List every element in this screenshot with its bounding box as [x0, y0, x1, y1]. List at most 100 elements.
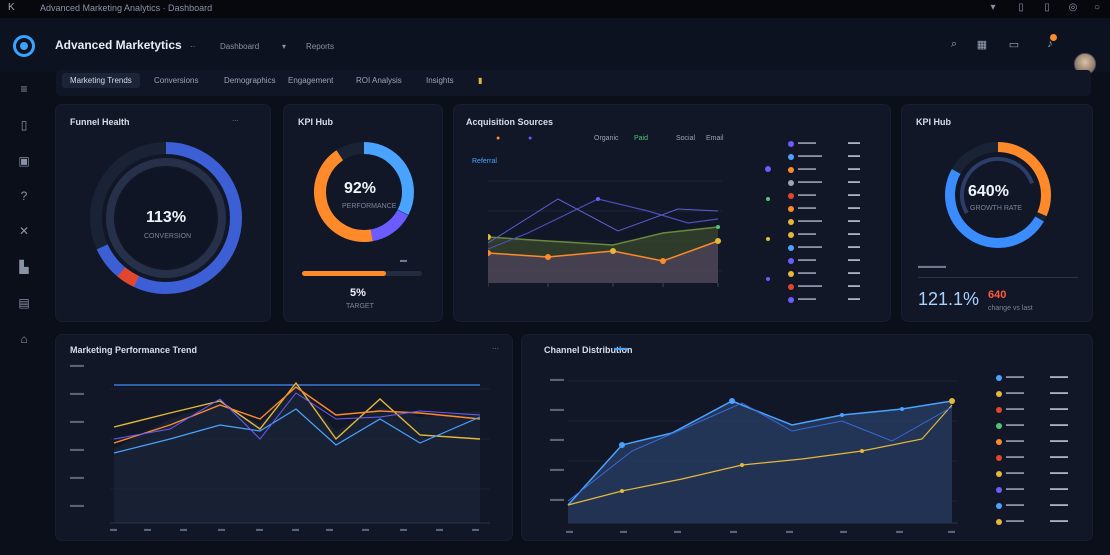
table-row[interactable]: ▬▬▬ ▬▬: [786, 230, 882, 241]
trend-title: Marketing Performance Trend: [70, 345, 198, 355]
trend-line-chart: ▬▬▬▬▬▬ ▬▬▬▬▬▬ ▬ ▬ ▬ ▬ ▬ ▬ ▬ ▬ ▬ ▬ ▬: [70, 362, 490, 533]
funnel-caption: CONVERSION: [144, 233, 192, 240]
window-title: Advanced Marketing Analytics · Dashboard: [40, 3, 213, 13]
table-row[interactable]: ▬▬▬▬ ▬▬: [786, 152, 882, 163]
kpi2-caption: GROWTH RATE: [970, 205, 1022, 212]
chevron-down-icon[interactable]: ▾: [282, 42, 287, 51]
kpi1-title: KPI Hub: [298, 117, 333, 127]
kpi1-bar-caption: TARGET: [346, 303, 374, 310]
bell-icon[interactable]: ♪: [1047, 38, 1053, 50]
help-icon[interactable]: ?: [20, 189, 28, 203]
svg-text:▬: ▬: [730, 528, 737, 535]
svg-text:▬: ▬: [436, 526, 443, 533]
svg-text:▬▬: ▬▬: [550, 496, 564, 503]
grid-icon[interactable]: ▦: [976, 39, 988, 51]
header-nav-dashboard[interactable]: Dashboard: [220, 42, 260, 51]
search-icon[interactable]: ⌕: [950, 38, 958, 50]
table-row[interactable]: ▬▬▬▬ ▬▬: [786, 217, 882, 228]
kpi1-value: 92%: [344, 180, 377, 197]
table-row[interactable]: ▬▬▬▬ ▬▬: [786, 282, 882, 293]
table-row[interactable]: ▬▬▬▬ ▬▬: [786, 243, 882, 254]
distribution-area-chart: ▬▬▬▬▬▬ ▬▬▬▬ ▬ ▬ ▬ ▬ ▬ ▬ ▬ ▬: [550, 376, 958, 535]
list-item[interactable]: ▬▬▬ ▬▬▬: [994, 421, 1080, 432]
table-row[interactable]: ▬▬▬▬ ▬▬: [786, 178, 882, 189]
list-item[interactable]: ▬▬▬ ▬▬▬: [994, 453, 1080, 464]
svg-text:▬: ▬: [472, 526, 479, 533]
svg-text:▬▬: ▬▬: [70, 362, 84, 369]
legend-purple-dot: ●: [528, 135, 533, 142]
svg-text:▬: ▬: [144, 526, 151, 533]
list-item[interactable]: ▬▬▬ ▬▬▬: [994, 469, 1080, 480]
acquisition-panel: Acquisition Sources ● ● Organic Paid Soc…: [454, 105, 890, 321]
list-item[interactable]: ▬▬▬ ▬▬▬: [994, 437, 1080, 448]
svg-text:▬: ▬: [566, 528, 573, 535]
tab-insights[interactable]: Insights: [426, 76, 454, 85]
close-icon[interactable]: ○: [1093, 2, 1101, 13]
svg-text:▬▬: ▬▬: [550, 436, 564, 443]
tools-icon[interactable]: ✕: [18, 224, 30, 238]
svg-text:▬▬: ▬▬: [70, 390, 84, 397]
table-row[interactable]: ▬▬▬ ▬▬: [786, 191, 882, 202]
svg-text:▬: ▬: [218, 526, 225, 533]
header-nav-reports[interactable]: Reports: [306, 42, 335, 51]
header-nav-divider: ··: [190, 42, 196, 51]
more-icon[interactable]: ⋯: [232, 118, 239, 125]
chat-icon[interactable]: ▭: [1008, 39, 1020, 51]
kpi1-donut: [314, 142, 414, 242]
list-item[interactable]: ▬▬▬ ▬▬▬: [994, 485, 1080, 496]
calendar-icon[interactable]: ▤: [18, 296, 30, 310]
sidebar: ≡ ▯ ▣ ? ✕ ▙ ▤ ⌂: [0, 72, 48, 555]
svg-text:▬: ▬: [674, 528, 681, 535]
app-header: Advanced Marketytics ·· Dashboard ▾ Repo…: [0, 18, 1110, 75]
svg-text:▬: ▬: [896, 528, 903, 535]
tab-bar: Marketing Trends Conversions Demographic…: [56, 70, 1091, 96]
table-row[interactable]: ▬▬▬ ▬▬: [786, 204, 882, 215]
list-item[interactable]: ▬▬▬ ▬▬▬: [994, 373, 1080, 384]
tab-conversions[interactable]: Conversions: [154, 76, 199, 85]
tab-engagement[interactable]: Engagement: [288, 76, 334, 85]
acq-table: ▬▬▬ ▬▬ ▬▬▬▬ ▬▬ ▬▬▬ ▬▬ ▬▬▬▬ ▬▬ ▬▬▬ ▬▬ ▬▬▬ ▬▬ ▬▬…: [786, 139, 882, 309]
svg-text:▬: ▬: [620, 528, 627, 535]
alert-icon[interactable]: ⌂: [20, 332, 28, 346]
menu-icon[interactable]: ≡: [20, 82, 28, 96]
settings-icon[interactable]: ◎: [1068, 2, 1078, 13]
table-row[interactable]: ▬▬▬ ▬▬: [786, 295, 882, 306]
svg-text:▬▬: ▬▬: [550, 466, 564, 473]
table-row[interactable]: ▬▬▬ ▬▬: [786, 165, 882, 176]
tab-roi-analysis[interactable]: ROI Analysis: [356, 76, 402, 85]
tab-marketing-trends[interactable]: Marketing Trends: [62, 73, 140, 88]
kpi1-bar-value: 5%: [350, 287, 366, 299]
document-icon[interactable]: ▯: [20, 118, 28, 132]
app-k-icon: K: [8, 2, 15, 13]
tab-demographics[interactable]: Demographics: [224, 76, 276, 85]
svg-text:▬: ▬: [786, 528, 793, 535]
more-icon[interactable]: ⋯: [492, 346, 499, 353]
funnel-donut: [90, 142, 242, 294]
kpi2-title: KPI Hub: [916, 117, 951, 127]
svg-text:▬: ▬: [400, 526, 407, 533]
dist-legend: ▬▬▬ ▬▬▬ ▬▬▬ ▬▬▬ ▬▬▬ ▬▬▬ ▬▬▬ ▬▬▬ ▬▬▬ ▬▬▬ ▬▬▬ ▬▬…: [994, 373, 1084, 533]
table-row[interactable]: ▬▬▬ ▬▬: [786, 139, 882, 150]
kpi2-donut: [945, 142, 1051, 248]
kpi1-bar-fill: [302, 271, 386, 276]
restore-icon[interactable]: ▯: [1044, 2, 1050, 13]
acq-mini-legend: [765, 166, 771, 281]
minimize-icon[interactable]: ▯: [1018, 2, 1024, 13]
funnel-value: 113%: [146, 209, 187, 226]
kpi2-divider: [918, 277, 1078, 278]
table-row[interactable]: ▬▬▬ ▬▬: [786, 269, 882, 280]
notification-badge: [1050, 34, 1057, 41]
svg-text:▬: ▬: [948, 528, 955, 535]
list-item[interactable]: ▬▬▬ ▬▬▬: [994, 517, 1080, 528]
list-item[interactable]: ▬▬▬ ▬▬▬: [994, 501, 1080, 512]
kpi1-bar-marker: ▬: [400, 257, 407, 264]
list-item[interactable]: ▬▬▬ ▬▬▬: [994, 389, 1080, 400]
chart-icon[interactable]: ▙: [19, 260, 29, 274]
kpi2-footer-caption: change vs last: [988, 305, 1033, 312]
table-row[interactable]: ▬▬▬ ▬▬: [786, 256, 882, 267]
legend-1: Organic: [594, 135, 619, 142]
pin-icon[interactable]: ▾: [990, 2, 996, 13]
image-icon[interactable]: ▣: [18, 154, 30, 168]
list-item[interactable]: ▬▬▬ ▬▬▬: [994, 405, 1080, 416]
trend-panel: Marketing Performance Trend ⋯ ▬▬ ▬▬ ▬▬ ▬▬ ▬…: [56, 335, 512, 540]
